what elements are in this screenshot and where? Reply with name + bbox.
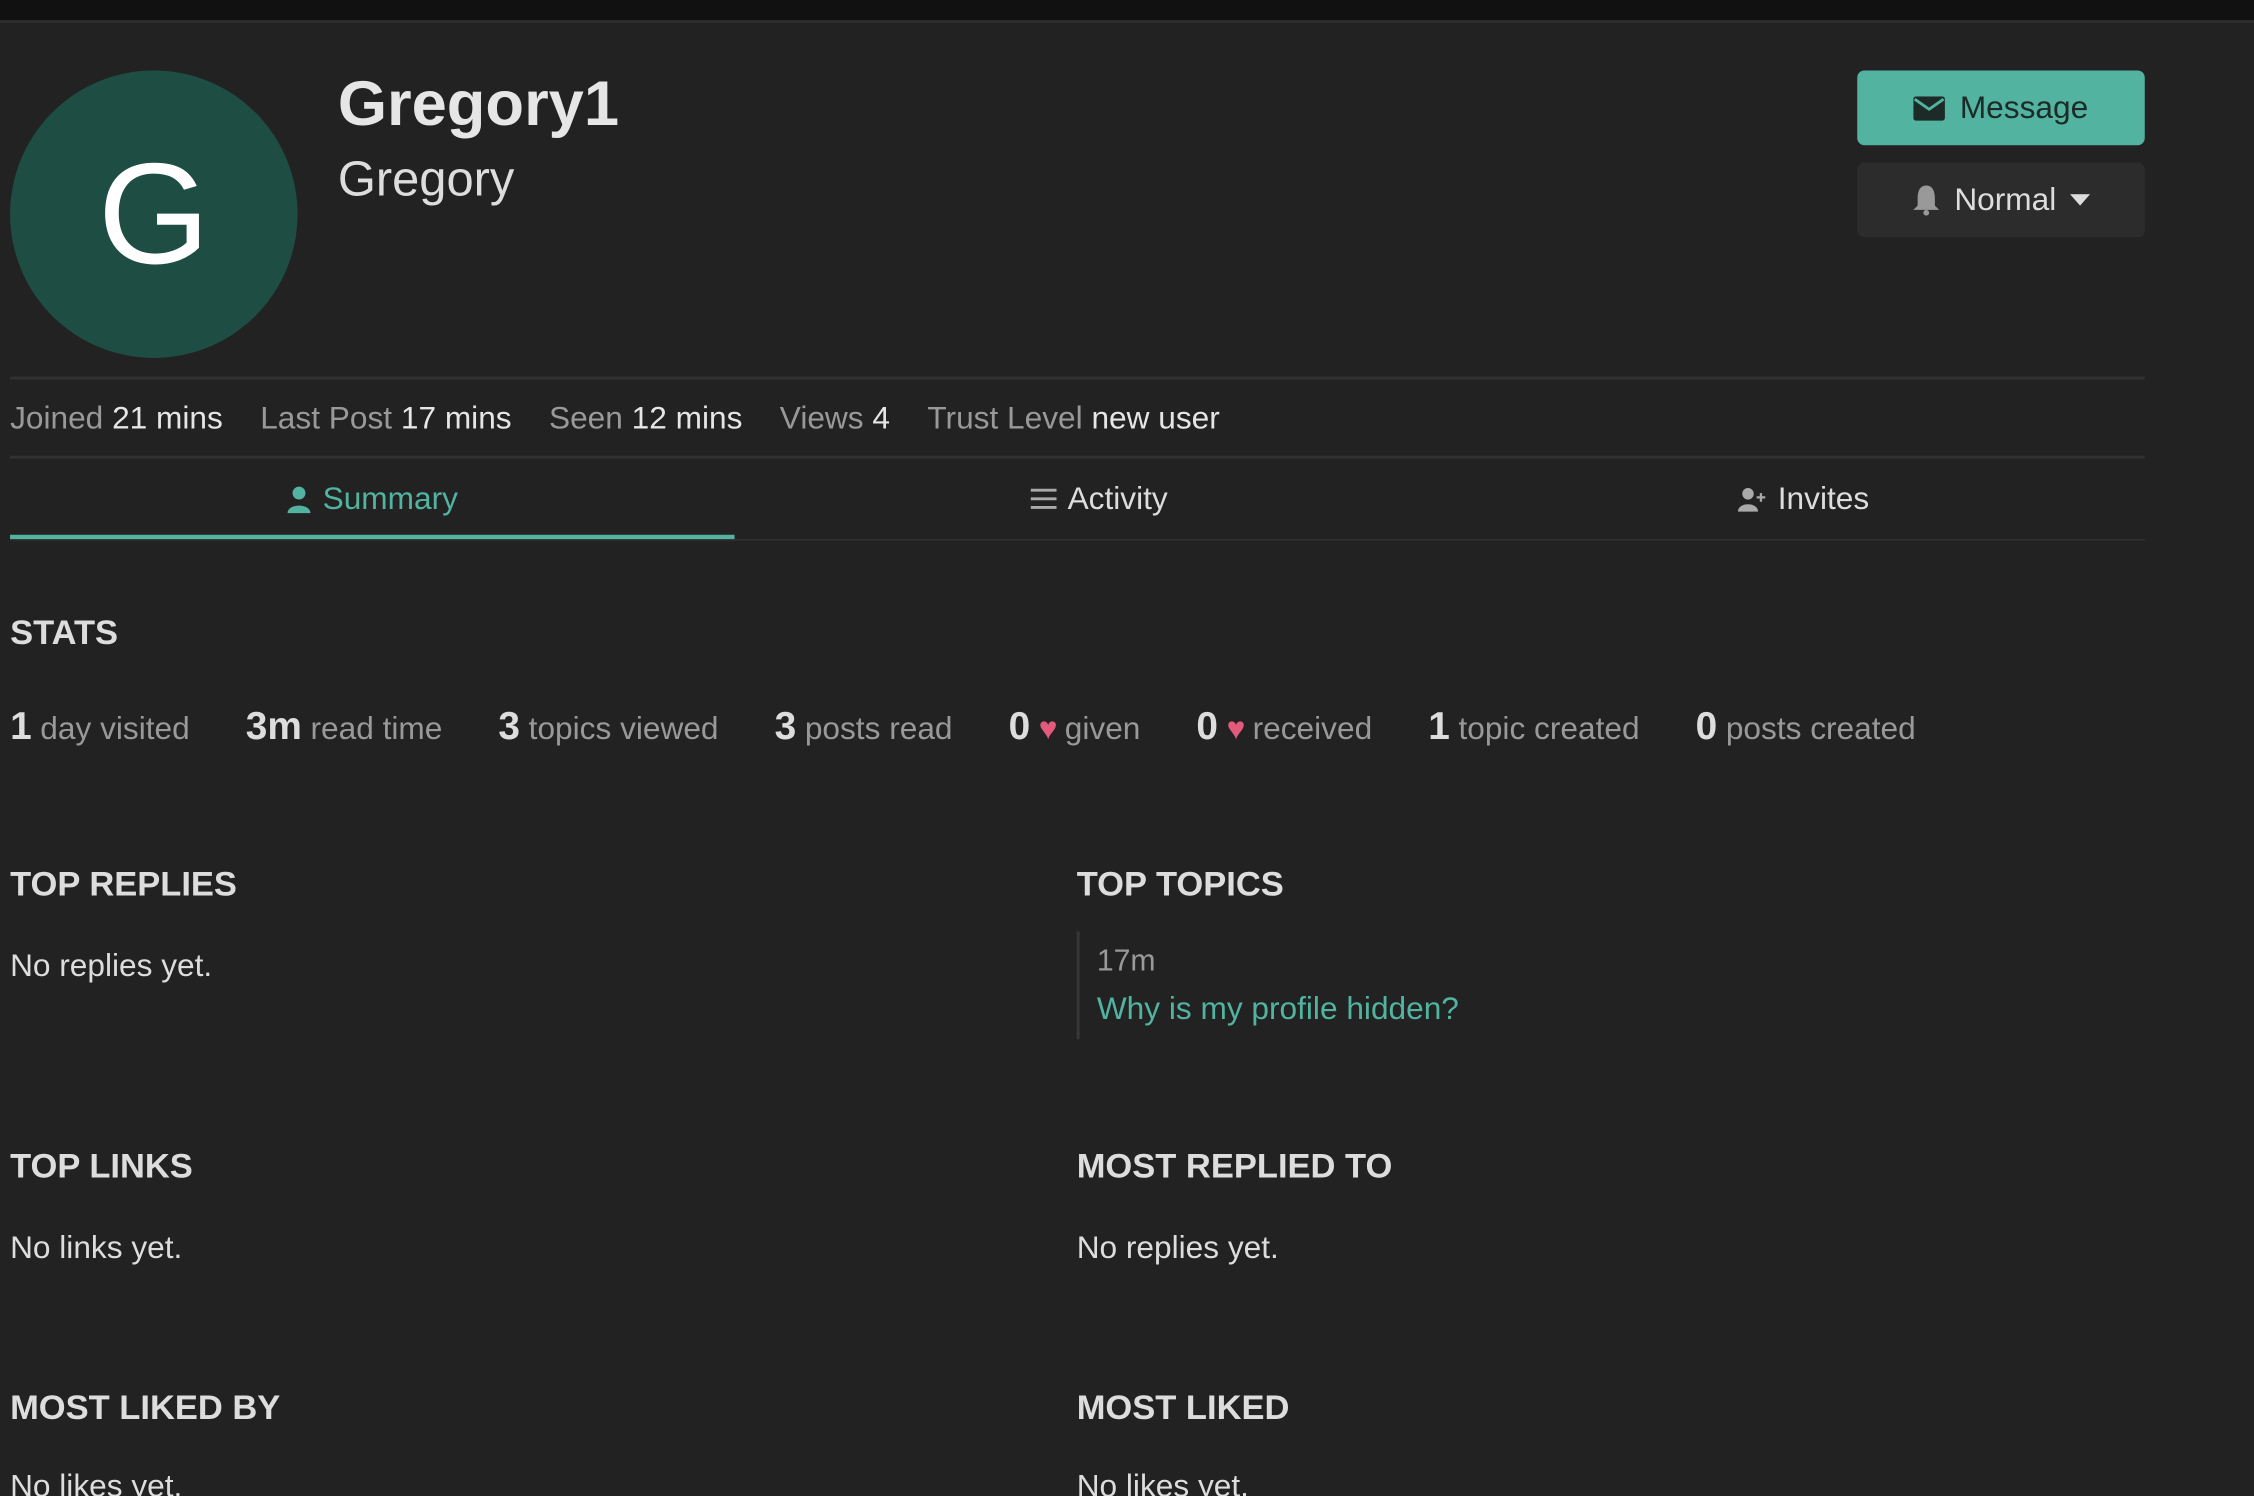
list-icon: [1030, 488, 1057, 509]
notification-level-dropdown[interactable]: Normal: [1857, 162, 2145, 238]
divider: [10, 455, 2145, 459]
tabs-border: [10, 539, 2145, 541]
tab-invites[interactable]: Invites: [1448, 480, 2160, 517]
most-replied-to-heading: MOST REPLIED TO: [1076, 1147, 1393, 1186]
stat-likes-received: 0 ♥ received: [1196, 704, 1373, 748]
envelope-icon: [1913, 95, 1946, 121]
stat-read-time: 3m read time: [245, 704, 443, 748]
meta-trust-level: Trust Level new user: [927, 399, 1220, 436]
top-links-heading: TOP LINKS: [10, 1147, 193, 1186]
caret-down-icon: [2070, 193, 2091, 205]
stats-heading: STATS: [10, 613, 119, 653]
heart-icon: ♥: [1226, 710, 1246, 747]
most-replied-to-empty: No replies yet.: [1076, 1229, 1279, 1265]
message-label: Message: [1959, 89, 2089, 126]
meta-views: Views 4: [779, 399, 891, 436]
stat-likes-given: 0 ♥ given: [1008, 704, 1141, 748]
stat-topics-viewed: 3 topics viewed: [498, 704, 719, 748]
message-button[interactable]: Message: [1857, 70, 2145, 146]
bell-icon: [1912, 185, 1939, 216]
stat-posts-read: 3 posts read: [774, 704, 953, 748]
top-links-empty: No links yet.: [10, 1229, 183, 1265]
most-liked-by-empty: No likes yet.: [10, 1467, 183, 1496]
user-icon: [288, 485, 312, 513]
meta-joined: Joined 21 mins: [10, 399, 223, 436]
stats-list: 1 day visited 3m read time 3 topics viewed …: [10, 704, 1916, 749]
most-liked-empty: No likes yet.: [1076, 1467, 1249, 1496]
top-topic-item: 17m Why is my profile hidden?: [1076, 931, 1459, 1040]
most-liked-heading: MOST LIKED: [1076, 1388, 1290, 1428]
username: Gregory1: [337, 69, 620, 140]
stat-topics-created: 1 topic created: [1428, 704, 1640, 748]
divider: [10, 376, 2145, 380]
active-tab-indicator: [10, 534, 735, 540]
top-topics-heading: TOP TOPICS: [1076, 865, 1284, 905]
user-meta: Joined 21 mins Last Post 17 mins Seen 12…: [10, 400, 1220, 437]
notification-label: Normal: [1954, 181, 2057, 218]
top-replies-heading: TOP REPLIES: [10, 865, 237, 905]
user-plus-icon: [1737, 487, 1765, 512]
stat-posts-created: 0 posts created: [1695, 704, 1916, 748]
avatar[interactable]: G: [10, 70, 298, 358]
meta-last-post: Last Post 17 mins: [260, 399, 512, 436]
top-bar: [0, 0, 2254, 23]
most-liked-by-heading: MOST LIKED BY: [10, 1388, 281, 1428]
topic-age: 17m: [1096, 944, 1156, 978]
full-name: Gregory: [337, 152, 515, 207]
tab-activity[interactable]: Activity: [743, 480, 1455, 517]
tab-label: Invites: [1777, 480, 1870, 517]
meta-seen: Seen 12 mins: [548, 399, 743, 436]
top-replies-empty: No replies yet.: [10, 947, 213, 984]
heart-icon: ♥: [1038, 710, 1058, 747]
stat-days-visited: 1 day visited: [10, 704, 190, 748]
tab-label: Summary: [322, 480, 458, 517]
tab-summary[interactable]: Summary: [17, 480, 729, 517]
tab-label: Activity: [1067, 480, 1168, 517]
topic-link[interactable]: Why is my profile hidden?: [1096, 990, 1459, 1027]
